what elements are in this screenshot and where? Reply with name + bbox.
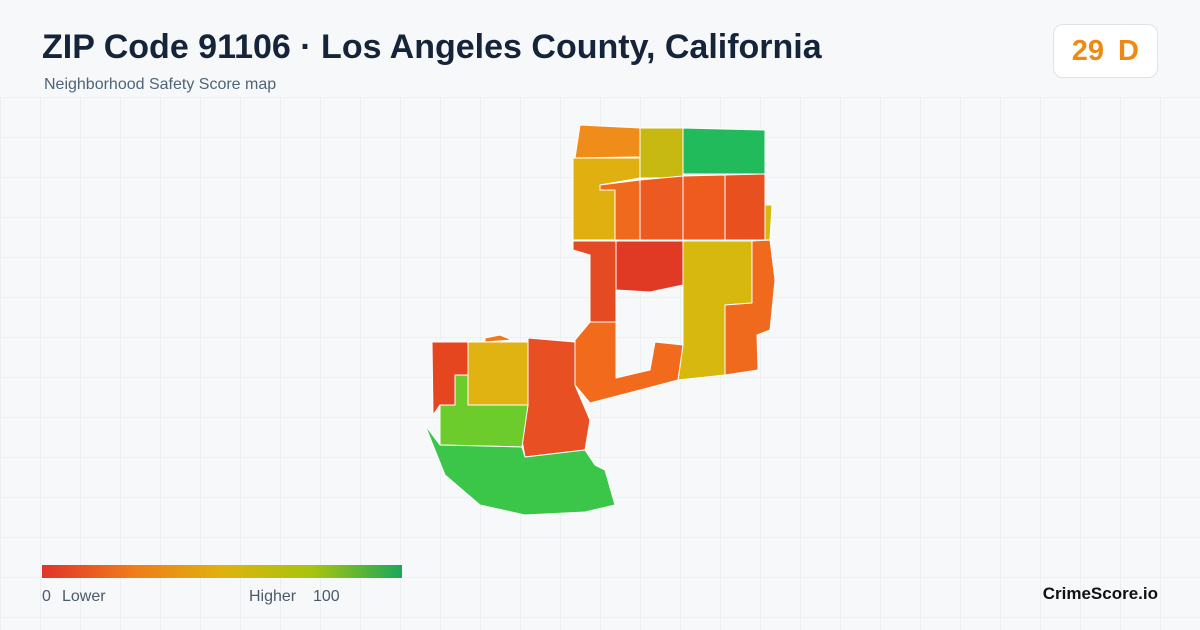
area <box>639 127 684 179</box>
area <box>724 239 776 376</box>
grade: D <box>1118 34 1139 67</box>
legend-max: 100 <box>313 588 340 605</box>
area <box>682 127 766 175</box>
title: ZIP Code 91106 · Los Angeles County, Cal… <box>42 28 822 66</box>
area <box>467 341 529 406</box>
area <box>639 175 684 241</box>
brand: CrimeScore.io <box>1042 584 1158 603</box>
area <box>424 424 616 516</box>
legend-min: 0 <box>42 588 51 605</box>
area <box>615 240 684 293</box>
area <box>724 173 766 241</box>
area <box>682 174 726 241</box>
zip-areas <box>424 124 776 516</box>
legend-high-label: Higher <box>249 588 297 605</box>
legend-gradient <box>42 565 402 578</box>
score: 29 <box>1071 34 1105 67</box>
area <box>484 334 513 343</box>
score-badge: 29 D <box>1052 24 1158 78</box>
area <box>574 124 641 159</box>
legend-low-label: Lower <box>62 588 106 605</box>
subtitle: Neighborhood Safety Score map <box>44 76 277 93</box>
